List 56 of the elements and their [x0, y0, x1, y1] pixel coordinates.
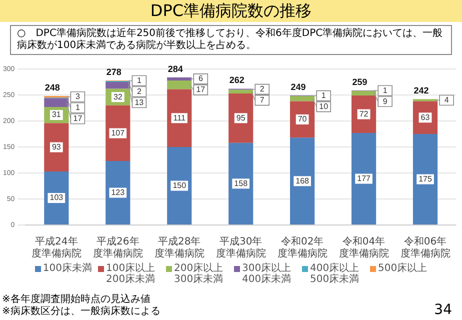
total-label: 262 — [229, 75, 244, 86]
data-label: 1 — [75, 103, 80, 112]
x-tick-label: 平成30年度準備病院 — [216, 236, 266, 260]
data-label: 13 — [134, 98, 144, 107]
data-label: 6 — [198, 74, 204, 84]
data-label: 2 — [136, 86, 142, 96]
data-label: 17 — [196, 85, 206, 94]
legend-label: 100床未満 — [42, 263, 92, 274]
x-tick-label: 令和04年度準備病院 — [338, 236, 389, 260]
data-label: 7 — [260, 95, 265, 104]
x-tick-label: 令和02年度準備病院 — [277, 236, 328, 260]
total-label: 284 — [168, 64, 183, 74]
total-label: 278 — [106, 66, 122, 77]
legend-label: 500床以上 — [378, 263, 428, 274]
data-label: 63 — [420, 112, 430, 122]
total-label: 259 — [352, 76, 368, 87]
data-label: 93 — [52, 142, 62, 152]
legend-label: 300床以上400床未満 — [242, 263, 292, 285]
total-label: 242 — [414, 86, 429, 96]
data-label: 2 — [260, 84, 265, 94]
data-label: 4 — [444, 95, 450, 104]
legend-label: 100床以上200床未満 — [106, 263, 156, 285]
data-label: 1 — [136, 76, 142, 85]
data-label: 103 — [50, 193, 64, 202]
legend-label: 200床以上300床未満 — [174, 263, 224, 285]
data-label: 31 — [52, 110, 62, 120]
text: ○ DPC準備病院数は近年250前後で推移しており、令和6年度DPC準備病院においては、一般病床数が100床未満である病院が半数以上を占める。 — [10, 25, 452, 55]
data-label: 107 — [111, 128, 126, 138]
x-tick-label: 令和06年度準備病院 — [400, 236, 450, 260]
data-label: 158 — [234, 178, 248, 188]
data-label: 175 — [418, 174, 432, 184]
data-label: 150 — [172, 180, 187, 190]
legend-label: 400床以上500床未満 — [310, 263, 360, 285]
data-label: 95 — [236, 113, 246, 122]
total-label: 249 — [290, 82, 306, 92]
data-label: 17 — [73, 114, 83, 124]
data-label: 111 — [173, 113, 186, 122]
data-label: 3 — [75, 92, 80, 102]
data-label: 168 — [296, 176, 310, 186]
data-label: 70 — [298, 114, 308, 124]
chart-title: DPC準備病院数の推移 — [0, 0, 462, 22]
data-label: 32 — [113, 92, 123, 102]
data-label: 72 — [359, 109, 369, 118]
x-tick-label: 平成28年度準備病院 — [154, 236, 204, 260]
x-tick-label: 平成24年度準備病院 — [31, 236, 82, 260]
text: ※各年度調査開始時点の見込み値 — [2, 294, 152, 306]
data-label: 9 — [382, 96, 388, 106]
text: 34 — [434, 302, 452, 318]
x-tick-label: 平成26年度準備病院 — [92, 236, 143, 260]
data-label: 1 — [382, 86, 388, 95]
text: ※病床数区分は、一般病床数による — [2, 306, 160, 318]
data-label: 10 — [319, 102, 329, 111]
data-label: 1 — [321, 90, 326, 100]
total-label: 248 — [44, 82, 60, 93]
data-label: 177 — [357, 174, 372, 183]
data-label: 123 — [111, 188, 126, 197]
